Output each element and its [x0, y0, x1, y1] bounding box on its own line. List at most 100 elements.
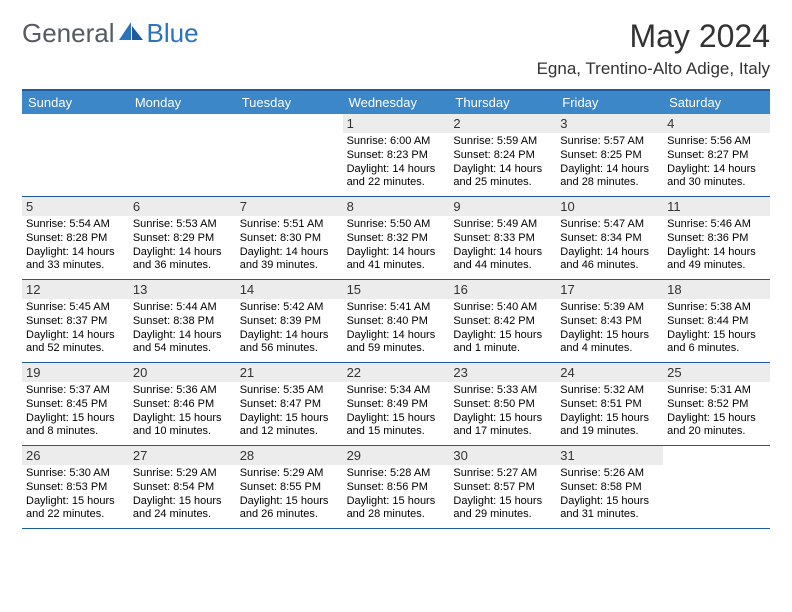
sunset-text: Sunset: 8:25 PM	[560, 149, 659, 163]
day-header-tuesday: Tuesday	[236, 91, 343, 114]
daylight-text: Daylight: 15 hours and 29 minutes.	[453, 495, 552, 523]
sunrise-text: Sunrise: 5:45 AM	[26, 301, 125, 315]
day-cell: 14Sunrise: 5:42 AMSunset: 8:39 PMDayligh…	[236, 280, 343, 362]
day-header-monday: Monday	[129, 91, 236, 114]
day-cell: 26Sunrise: 5:30 AMSunset: 8:53 PMDayligh…	[22, 446, 129, 528]
daylight-text: Daylight: 15 hours and 22 minutes.	[26, 495, 125, 523]
day-info: Sunrise: 5:26 AMSunset: 8:58 PMDaylight:…	[560, 467, 659, 522]
day-number: 9	[449, 197, 556, 216]
sunset-text: Sunset: 8:58 PM	[560, 481, 659, 495]
sunset-text: Sunset: 8:27 PM	[667, 149, 766, 163]
daylight-text: Daylight: 14 hours and 33 minutes.	[26, 246, 125, 274]
day-cell: 8 Sunrise: 5:50 AMSunset: 8:32 PMDaylight…	[343, 197, 450, 279]
week-row: 19 Sunrise: 5:37 AMSunset: 8:45 PMDayligh…	[22, 363, 770, 446]
day-info: Sunrise: 5:30 AMSunset: 8:53 PMDaylight:…	[26, 467, 125, 522]
month-title: May 2024	[537, 18, 770, 55]
day-number: 27	[129, 446, 236, 465]
day-number	[236, 114, 343, 118]
day-cell: 21Sunrise: 5:35 AMSunset: 8:47 PMDayligh…	[236, 363, 343, 445]
day-info: Sunrise: 5:37 AMSunset: 8:45 PMDaylight:…	[26, 384, 125, 439]
day-number: 18	[663, 280, 770, 299]
day-number: 11	[663, 197, 770, 216]
week-row: 1Sunrise: 6:00 AMSunset: 8:23 PMDaylight…	[22, 114, 770, 197]
day-info: Sunrise: 5:28 AMSunset: 8:56 PMDaylight:…	[347, 467, 446, 522]
day-cell: 13Sunrise: 5:44 AMSunset: 8:38 PMDayligh…	[129, 280, 236, 362]
daylight-text: Daylight: 14 hours and 41 minutes.	[347, 246, 446, 274]
day-info: Sunrise: 5:59 AMSunset: 8:24 PMDaylight:…	[453, 135, 552, 190]
day-header-sunday: Sunday	[22, 91, 129, 114]
sunset-text: Sunset: 8:57 PM	[453, 481, 552, 495]
day-number: 24	[556, 363, 663, 382]
daylight-text: Daylight: 15 hours and 8 minutes.	[26, 412, 125, 440]
day-number: 19	[22, 363, 129, 382]
daylight-text: Daylight: 15 hours and 15 minutes.	[347, 412, 446, 440]
location-text: Egna, Trentino-Alto Adige, Italy	[537, 59, 770, 79]
day-number: 30	[449, 446, 556, 465]
sunset-text: Sunset: 8:32 PM	[347, 232, 446, 246]
day-cell	[22, 114, 129, 196]
sunset-text: Sunset: 8:51 PM	[560, 398, 659, 412]
day-number	[663, 446, 770, 450]
day-cell: 31 Sunrise: 5:26 AMSunset: 8:58 PMDayligh…	[556, 446, 663, 528]
day-info: Sunrise: 5:38 AMSunset: 8:44 PMDaylight:…	[667, 301, 766, 356]
day-number: 7	[236, 197, 343, 216]
day-number	[22, 114, 129, 118]
day-info: Sunrise: 5:50 AMSunset: 8:32 PMDaylight:…	[347, 218, 446, 273]
sunrise-text: Sunrise: 5:56 AM	[667, 135, 766, 149]
day-cell: 15Sunrise: 5:41 AMSunset: 8:40 PMDayligh…	[343, 280, 450, 362]
sunrise-text: Sunrise: 5:26 AM	[560, 467, 659, 481]
sunset-text: Sunset: 8:23 PM	[347, 149, 446, 163]
day-cell: 30Sunrise: 5:27 AMSunset: 8:57 PMDayligh…	[449, 446, 556, 528]
day-info: Sunrise: 5:33 AMSunset: 8:50 PMDaylight:…	[453, 384, 552, 439]
day-header-thursday: Thursday	[449, 91, 556, 114]
day-info: Sunrise: 5:54 AMSunset: 8:28 PMDaylight:…	[26, 218, 125, 273]
day-number: 31	[556, 446, 663, 465]
sunrise-text: Sunrise: 5:35 AM	[240, 384, 339, 398]
sunrise-text: Sunrise: 5:34 AM	[347, 384, 446, 398]
daylight-text: Daylight: 15 hours and 17 minutes.	[453, 412, 552, 440]
sunrise-text: Sunrise: 5:33 AM	[453, 384, 552, 398]
day-cell	[129, 114, 236, 196]
day-number: 6	[129, 197, 236, 216]
day-cell: 18 Sunrise: 5:38 AMSunset: 8:44 PMDayligh…	[663, 280, 770, 362]
title-block: May 2024 Egna, Trentino-Alto Adige, Ital…	[537, 18, 770, 79]
day-info: Sunrise: 5:56 AMSunset: 8:27 PMDaylight:…	[667, 135, 766, 190]
daylight-text: Daylight: 15 hours and 10 minutes.	[133, 412, 232, 440]
day-number: 20	[129, 363, 236, 382]
sunrise-text: Sunrise: 5:36 AM	[133, 384, 232, 398]
sunset-text: Sunset: 8:29 PM	[133, 232, 232, 246]
day-cell: 7Sunrise: 5:51 AMSunset: 8:30 PMDaylight…	[236, 197, 343, 279]
day-cell: 19 Sunrise: 5:37 AMSunset: 8:45 PMDayligh…	[22, 363, 129, 445]
day-number: 16	[449, 280, 556, 299]
sunset-text: Sunset: 8:56 PM	[347, 481, 446, 495]
day-cell: 3Sunrise: 5:57 AMSunset: 8:25 PMDaylight…	[556, 114, 663, 196]
sunrise-text: Sunrise: 5:28 AM	[347, 467, 446, 481]
day-info: Sunrise: 5:29 AMSunset: 8:54 PMDaylight:…	[133, 467, 232, 522]
day-number: 21	[236, 363, 343, 382]
daylight-text: Daylight: 15 hours and 26 minutes.	[240, 495, 339, 523]
sunrise-text: Sunrise: 5:40 AM	[453, 301, 552, 315]
day-cell	[663, 446, 770, 528]
calendar: Sunday Monday Tuesday Wednesday Thursday…	[22, 89, 770, 529]
sunrise-text: Sunrise: 5:47 AM	[560, 218, 659, 232]
sunset-text: Sunset: 8:34 PM	[560, 232, 659, 246]
sunset-text: Sunset: 8:47 PM	[240, 398, 339, 412]
weeks-container: 1Sunrise: 6:00 AMSunset: 8:23 PMDaylight…	[22, 114, 770, 529]
daylight-text: Daylight: 14 hours and 59 minutes.	[347, 329, 446, 357]
day-info: Sunrise: 5:32 AMSunset: 8:51 PMDaylight:…	[560, 384, 659, 439]
day-info: Sunrise: 5:44 AMSunset: 8:38 PMDaylight:…	[133, 301, 232, 356]
day-number: 3	[556, 114, 663, 133]
day-number: 28	[236, 446, 343, 465]
day-cell	[236, 114, 343, 196]
day-cell: 10Sunrise: 5:47 AMSunset: 8:34 PMDayligh…	[556, 197, 663, 279]
day-cell: 20Sunrise: 5:36 AMSunset: 8:46 PMDayligh…	[129, 363, 236, 445]
day-headers-row: Sunday Monday Tuesday Wednesday Thursday…	[22, 91, 770, 114]
day-info: Sunrise: 5:49 AMSunset: 8:33 PMDaylight:…	[453, 218, 552, 273]
day-number: 8	[343, 197, 450, 216]
daylight-text: Daylight: 14 hours and 49 minutes.	[667, 246, 766, 274]
sunset-text: Sunset: 8:43 PM	[560, 315, 659, 329]
week-row: 26Sunrise: 5:30 AMSunset: 8:53 PMDayligh…	[22, 446, 770, 529]
daylight-text: Daylight: 14 hours and 56 minutes.	[240, 329, 339, 357]
sunrise-text: Sunrise: 5:41 AM	[347, 301, 446, 315]
sunset-text: Sunset: 8:52 PM	[667, 398, 766, 412]
